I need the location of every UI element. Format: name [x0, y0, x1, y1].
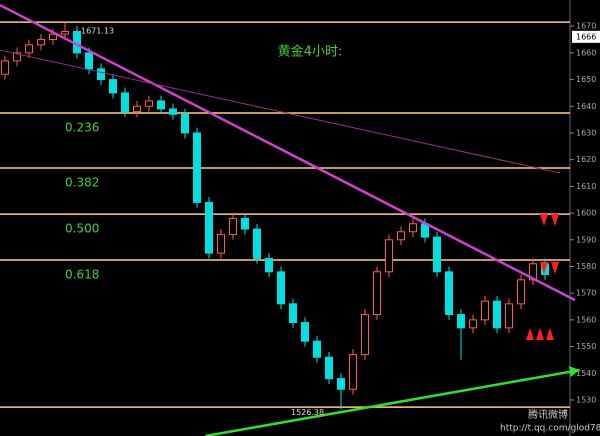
down-arrow: [540, 214, 548, 226]
candle-body: [337, 378, 345, 390]
candle-body: [109, 79, 117, 94]
down-arrow: [551, 262, 559, 274]
candle-body: [97, 68, 105, 81]
fib-label: 0.618: [65, 268, 99, 282]
candle-body: [121, 92, 129, 113]
y-tick-label: 1570: [576, 289, 596, 298]
url: http://t.qq.com/glod78: [500, 424, 600, 434]
price-tag-label: 1666: [576, 32, 596, 41]
candle-body: [481, 300, 489, 321]
candle-body: [373, 271, 381, 316]
candle-body: [217, 233, 225, 254]
up-arrow: [526, 328, 534, 340]
candle-body: [229, 217, 237, 235]
y-tick-label: 1600: [576, 209, 596, 218]
candle-body: [397, 231, 405, 241]
up-arrow: [546, 328, 554, 340]
candle-body: [505, 303, 513, 329]
fib-label: 0.500: [65, 222, 99, 236]
y-tick-label: 1560: [576, 315, 596, 324]
candle-body: [145, 100, 153, 107]
candle-body: [433, 236, 441, 273]
y-tick-label: 1580: [576, 262, 596, 271]
trendline: [0, 49, 561, 174]
candle-body: [85, 52, 93, 70]
y-tick-label: 1660: [576, 48, 596, 57]
candle-body: [265, 257, 273, 273]
y-tick-label: 1590: [576, 235, 596, 244]
candle-body: [193, 132, 201, 203]
candle-body: [133, 105, 141, 113]
candle-body: [313, 340, 321, 358]
arrow-head: [568, 366, 580, 378]
y-tick-label: 1530: [576, 395, 596, 404]
y-tick-label: 1640: [576, 102, 596, 111]
y-tick-label: 1670: [576, 22, 596, 31]
y-tick-label: 1630: [576, 128, 596, 137]
arrows: [526, 214, 559, 340]
candle-body: [241, 217, 249, 230]
candle-body: [493, 300, 501, 329]
annotation: 1526.38: [291, 408, 324, 417]
y-tick-label: 1650: [576, 75, 596, 84]
down-arrow: [551, 214, 559, 226]
watermark: 腾讯微博: [528, 408, 568, 421]
chart-title: 黄金4小时:: [278, 44, 343, 60]
price-tag: [572, 30, 600, 43]
candle-body: [385, 239, 393, 273]
candle-body: [517, 279, 525, 305]
candle-body: [349, 354, 357, 390]
candle-body: [469, 319, 477, 329]
up-arrow: [536, 328, 544, 340]
trendline: [205, 368, 581, 436]
candle-body: [277, 271, 285, 305]
candle-body: [37, 39, 45, 46]
y-tick-label: 1620: [576, 155, 596, 164]
candle-body: [409, 223, 417, 233]
y-tick-label: 1610: [576, 182, 596, 191]
candle-body: [157, 100, 165, 110]
fib-label: 0.236: [65, 120, 99, 134]
candle-body: [445, 271, 453, 316]
candle-body: [1, 60, 9, 75]
trendline: [0, 3, 576, 302]
candle-body: [457, 314, 465, 329]
candle-body: [181, 113, 189, 134]
candle-body: [253, 228, 261, 259]
candle-body: [289, 303, 297, 324]
candle-body: [325, 356, 333, 380]
candle-body: [301, 322, 309, 342]
candle-body: [169, 108, 177, 115]
y-tick-label: 1540: [576, 369, 596, 378]
y-tick-label: 1550: [576, 342, 596, 351]
candle-body: [13, 52, 21, 62]
candle-body: [25, 44, 33, 54]
candle-body: [49, 33, 57, 41]
candle-body: [61, 31, 69, 35]
candle-body: [205, 201, 213, 254]
annotation: 1671.13: [81, 27, 114, 36]
fib-label: 0.382: [65, 175, 99, 189]
down-arrow: [540, 262, 548, 274]
candle-body: [361, 314, 369, 356]
